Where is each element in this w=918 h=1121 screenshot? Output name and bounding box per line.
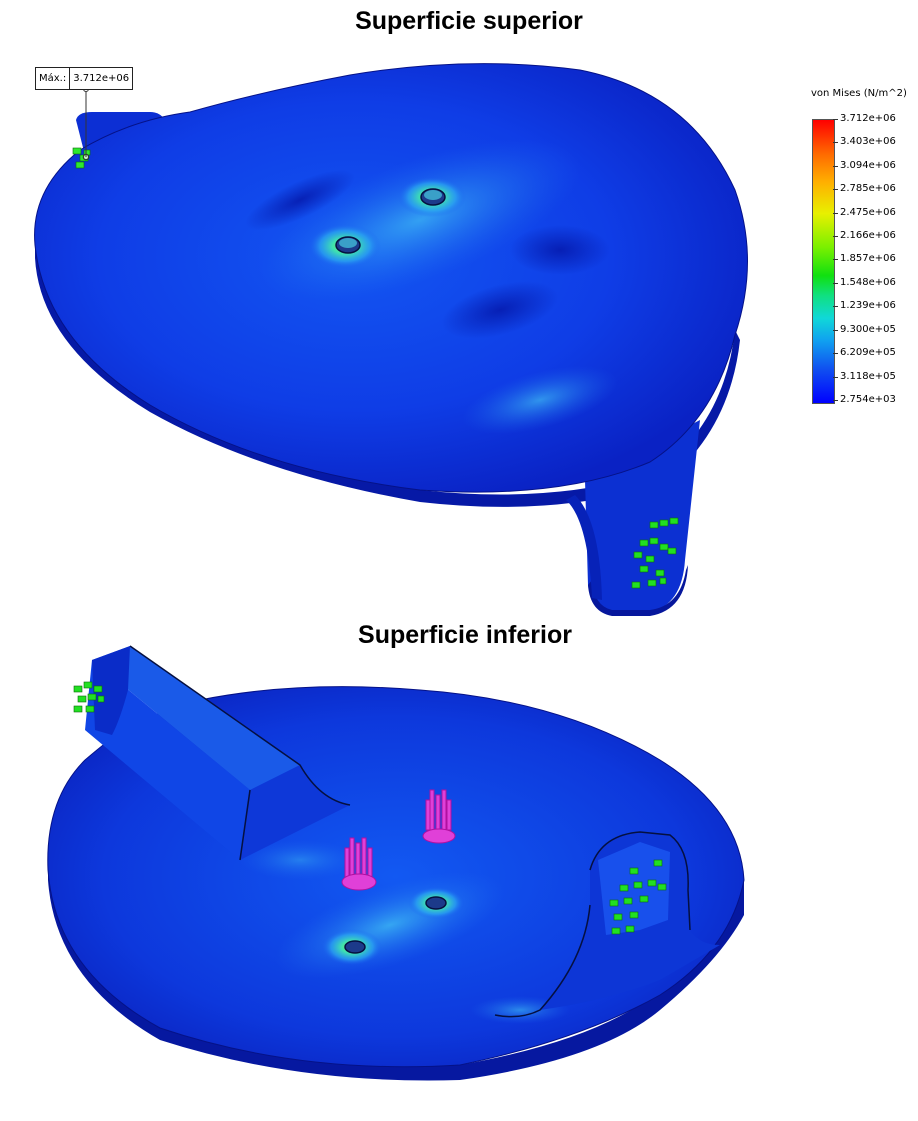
legend-tick: 9.300e+05 [833,324,896,335]
legend-tick: 2.166e+06 [833,230,896,241]
legend-tick: 3.403e+06 [833,136,896,147]
top-fixture-right [631,517,679,589]
title-inferior: Superficie inferior [358,621,572,649]
legend-colorbar [812,119,835,404]
legend-tick: 3.712e+06 [833,113,896,124]
legend-tick: 6.209e+05 [833,347,896,358]
load-arrows-1 [422,789,456,844]
legend-tick: 1.548e+06 [833,277,896,288]
max-value-probe: Máx.: 3.712e+06 [35,67,134,90]
bottom-view-model [47,645,745,1081]
bottom-hole-1 [344,940,366,954]
legend-tick: 2.754e+03 [833,394,896,405]
legend-title: von Mises (N/m^2) [811,88,907,99]
bottom-hole-2 [425,896,447,910]
bottom-fixture-right [609,859,667,935]
max-probe-label: Máx.: [36,68,71,89]
title-superior: Superficie superior [355,7,583,35]
legend-tick: 1.239e+06 [833,300,896,311]
load-arrows-2 [341,837,377,891]
max-probe-value: 3.712e+06 [73,73,130,84]
legend-tick: 2.475e+06 [833,207,896,218]
bottom-fixture-left [73,681,105,713]
legend-tick: 1.857e+06 [833,253,896,264]
top-view-model [34,63,748,616]
legend-tick: 2.785e+06 [833,183,896,194]
legend-tick: 3.094e+06 [833,160,896,171]
legend-tick: 3.118e+05 [833,371,896,382]
